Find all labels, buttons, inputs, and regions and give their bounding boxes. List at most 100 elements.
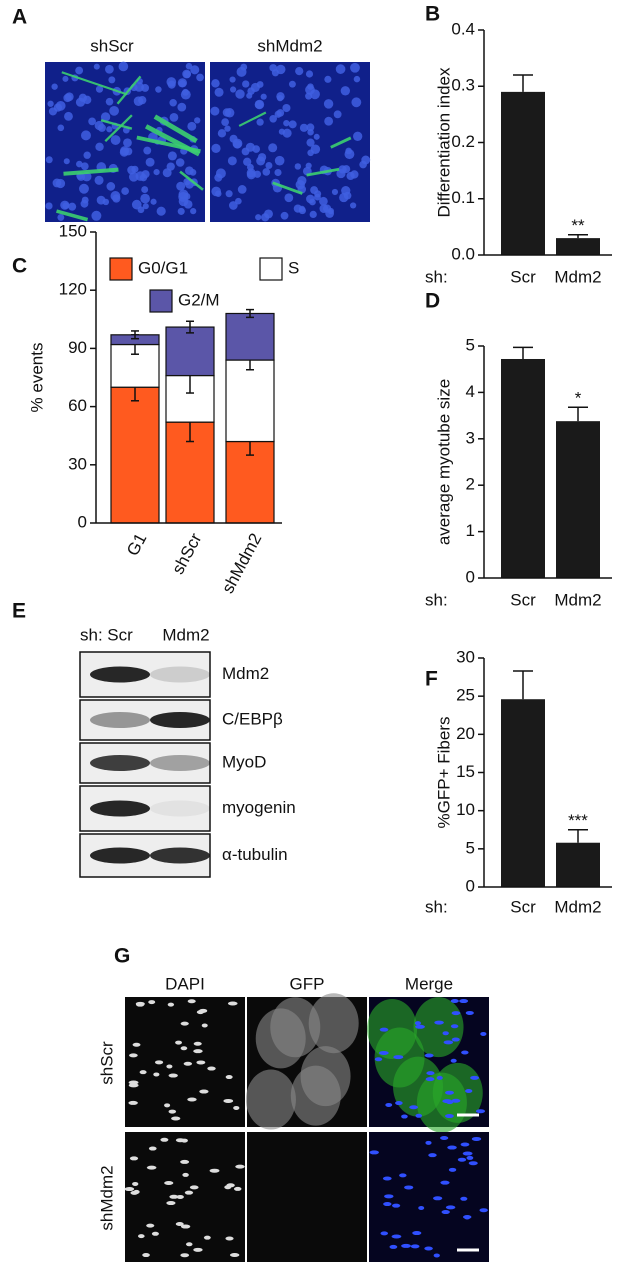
- nucleus: [223, 1098, 234, 1103]
- nucleus: [193, 1247, 203, 1252]
- nucleus: [151, 1231, 159, 1236]
- y-tick-label: 150: [59, 221, 87, 240]
- nucleus: [132, 1181, 139, 1186]
- nucleus: [93, 63, 100, 70]
- nucleus: [426, 1071, 435, 1076]
- nucleus: [480, 1031, 487, 1036]
- x-tick-label: G1: [123, 530, 150, 559]
- nucleus: [383, 1202, 392, 1207]
- nucleus: [433, 1196, 443, 1201]
- nucleus: [180, 1253, 190, 1258]
- y-tick-label: 30: [456, 647, 475, 666]
- nucleus: [399, 1173, 407, 1178]
- nucleus: [140, 193, 150, 204]
- nucleus: [155, 86, 162, 93]
- myotube: [116, 75, 142, 105]
- nucleus: [131, 165, 139, 173]
- nucleus: [210, 106, 220, 116]
- protein-label: MyoD: [222, 752, 266, 771]
- nucleus: [323, 99, 334, 109]
- nucleus: [327, 207, 334, 215]
- nucleus: [379, 1027, 389, 1032]
- nucleus: [80, 162, 89, 171]
- fiber: [290, 1065, 341, 1126]
- nucleus: [128, 1083, 139, 1088]
- nucleus: [203, 1235, 211, 1240]
- image-label: shScr: [90, 36, 134, 55]
- nucleus: [242, 80, 250, 88]
- nucleus: [457, 1157, 467, 1162]
- nucleus: [57, 213, 65, 221]
- y-tick-label: 4: [466, 382, 475, 401]
- nucleus: [211, 143, 221, 153]
- legend-label: S: [288, 258, 299, 277]
- legend-label: G0/G1: [138, 258, 188, 277]
- nucleus: [166, 77, 177, 87]
- nucleus: [345, 147, 352, 155]
- nucleus: [409, 1105, 419, 1110]
- nucleus: [440, 1180, 450, 1185]
- nucleus: [168, 1109, 177, 1114]
- error-bar: [513, 346, 533, 359]
- nucleus: [276, 109, 285, 117]
- fiber: [245, 1069, 296, 1130]
- x-tick-label: Scr: [510, 267, 536, 286]
- bar-segment: [110, 386, 160, 524]
- nucleus: [180, 1046, 188, 1051]
- nucleus: [109, 105, 120, 116]
- nucleus: [178, 80, 186, 88]
- x-prefix: sh:: [425, 590, 448, 609]
- nucleus: [461, 1050, 469, 1055]
- nucleus: [288, 80, 296, 88]
- nucleus: [187, 999, 196, 1004]
- nucleus: [182, 1172, 189, 1177]
- nucleus: [298, 205, 306, 213]
- nucleus: [229, 76, 236, 83]
- nucleus: [415, 1113, 423, 1118]
- nucleus: [221, 118, 229, 127]
- y-tick-label: 2: [466, 475, 475, 494]
- nucleus: [118, 61, 129, 72]
- nucleus: [175, 1221, 184, 1226]
- y-tick-label: 3: [466, 428, 475, 447]
- nucleus: [228, 201, 238, 210]
- micrograph: [125, 1132, 245, 1262]
- y-tick-label: 25: [456, 686, 475, 705]
- x-tick-label: shMdm2: [218, 530, 265, 596]
- blot-band: [90, 800, 150, 817]
- nucleus: [182, 88, 189, 96]
- nucleus: [169, 113, 179, 122]
- bar-segment: [225, 359, 275, 443]
- nucleus: [460, 1142, 470, 1147]
- panel-letter: D: [425, 290, 440, 313]
- nucleus: [384, 1194, 394, 1199]
- row-label: shScr: [97, 1041, 116, 1085]
- nucleus: [47, 100, 54, 107]
- nucleus: [446, 1100, 454, 1105]
- nucleus: [182, 69, 192, 79]
- nucleus: [196, 1060, 206, 1065]
- nucleus: [280, 211, 289, 220]
- nucleus: [148, 1000, 156, 1005]
- nucleus: [79, 183, 89, 194]
- nucleus: [335, 64, 346, 74]
- nucleus: [62, 75, 69, 82]
- nucleus: [187, 121, 197, 131]
- column-label: DAPI: [165, 974, 205, 993]
- nucleus: [68, 202, 77, 211]
- y-tick-label: 0.2: [451, 132, 475, 151]
- column-label: Merge: [405, 974, 453, 993]
- nucleus: [465, 1010, 474, 1015]
- nucleus: [424, 1246, 433, 1251]
- y-tick-label: 90: [68, 338, 87, 357]
- myotube: [61, 71, 128, 96]
- nucleus: [95, 85, 104, 93]
- nucleus: [75, 97, 86, 107]
- nucleus: [233, 1105, 240, 1110]
- nucleus: [288, 120, 297, 129]
- nucleus: [262, 168, 271, 176]
- nucleus: [450, 999, 459, 1004]
- nucleus: [324, 116, 334, 126]
- nucleus: [479, 1208, 488, 1213]
